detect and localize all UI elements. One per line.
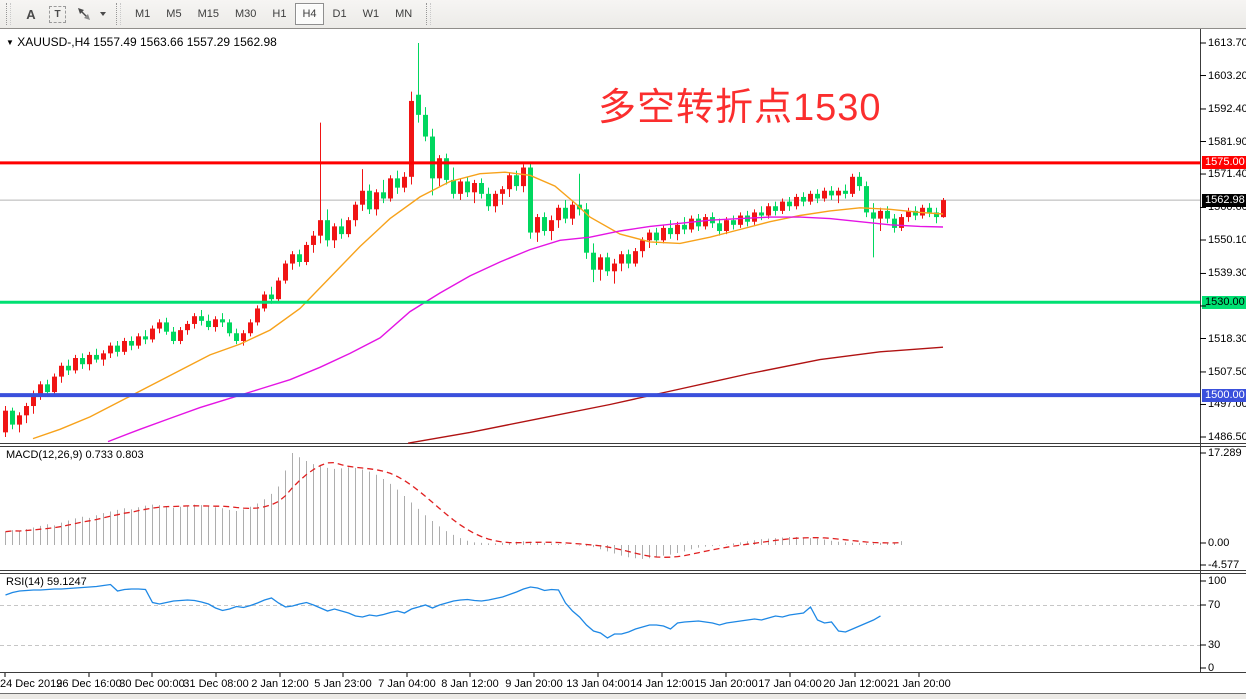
price-level-badge: 1562.98 [1202,193,1246,207]
time-axis-label: 8 Jan 12:00 [441,678,499,690]
price-axis-label: 1486.50 [1208,431,1246,443]
price-level-badge: 1500.00 [1202,388,1246,402]
symbol-header: ▼ XAUUSD-,H4 1557.49 1563.66 1557.29 156… [6,35,277,49]
timeframe-button-mn[interactable]: MN [395,8,413,20]
time-axis-label: 30 Dec 00:00 [119,678,185,690]
time-axis-label: 9 Jan 20:00 [505,678,563,690]
timeframe-button-d1[interactable]: D1 [332,8,347,20]
time-axis-label: 20 Jan 12:00 [823,678,887,690]
toolbar-gripper [426,3,432,25]
time-axis-label: 15 Jan 20:00 [694,678,758,690]
macd-axis-label: 17.289 [1208,447,1242,459]
price-level-badge: 1575.00 [1202,156,1246,170]
time-axis-label: 2 Jan 12:00 [251,678,309,690]
rsi-axis-label: 30 [1208,639,1221,651]
arrow-tool-button[interactable]: A [26,6,36,22]
cursor-mode-icon[interactable] [70,3,98,25]
timeframe-button-m30[interactable]: M30 [234,8,257,20]
price-axis-label: 1571.40 [1208,168,1246,181]
symbol-name: XAUUSD-,H4 [17,35,90,49]
price-axis-label: 1613.70 [1208,37,1246,49]
rsi-axis-label: 0 [1208,662,1215,674]
rsi-axis-label: 70 [1208,599,1221,611]
toolbar-gripper [116,3,121,25]
timeframe-button-h4[interactable]: H4 [295,3,324,25]
symbol-ohlc: 1557.49 1563.66 1557.29 1562.98 [93,35,277,49]
time-axis-label: 21 Jan 20:00 [887,678,951,690]
price-axis-label: 1603.20 [1208,69,1246,82]
time-axis-label: 14 Jan 12:00 [630,678,694,690]
time-axis-label: 7 Jan 04:00 [378,678,436,690]
symbol-dropdown-icon[interactable]: ▼ [6,38,14,47]
toolbar: A T M1 M5 M15 M30 H1 H4 D1 W1 MN [0,0,1246,29]
price-level-badge: 1530.00 [1202,295,1246,309]
cursor-dropdown-icon[interactable] [100,12,106,16]
time-axis-label: 5 Jan 23:00 [314,678,372,690]
timeframe-buttons: M1 M5 M15 M30 H1 H4 D1 W1 MN [127,3,420,25]
price-axis-label: 1581.90 [1208,135,1246,148]
timeframe-button-h1[interactable]: H1 [272,8,287,20]
timeframe-button-m5[interactable]: M5 [166,8,182,20]
price-axis-label: 1550.10 [1208,234,1246,246]
price-axis-label: 1507.50 [1208,365,1246,378]
rsi-axis-label: 100 [1208,575,1227,587]
price-axis-label: 1539.30 [1208,267,1246,280]
macd-label: MACD(12,26,9) 0.733 0.803 [6,449,144,461]
time-axis-label: 31 Dec 08:00 [183,678,249,690]
price-axis-label: 1592.40 [1208,102,1246,115]
time-axis-label: 26 Dec 16:00 [56,678,122,690]
time-axis-label: 13 Jan 04:00 [566,678,630,690]
macd-axis-label: -4.577 [1208,559,1240,571]
price-axis-label: 1518.30 [1208,332,1246,345]
timeframe-button-w1[interactable]: W1 [362,8,380,20]
window-bottom-strip [0,693,1246,699]
time-axis-label: 17 Jan 04:00 [758,678,822,690]
toolbar-gripper [6,3,11,25]
macd-axis-label: 0.00 [1208,537,1230,549]
text-tool-button[interactable]: T [49,5,66,23]
timeframe-button-m15[interactable]: M15 [197,8,219,20]
time-axis-label: 24 Dec 2019 [0,678,63,690]
chart-annotation-text: 多空转折点1530 [598,87,882,129]
rsi-label: RSI(14) 59.1247 [6,576,87,588]
timeframe-button-m1[interactable]: M1 [135,8,151,20]
